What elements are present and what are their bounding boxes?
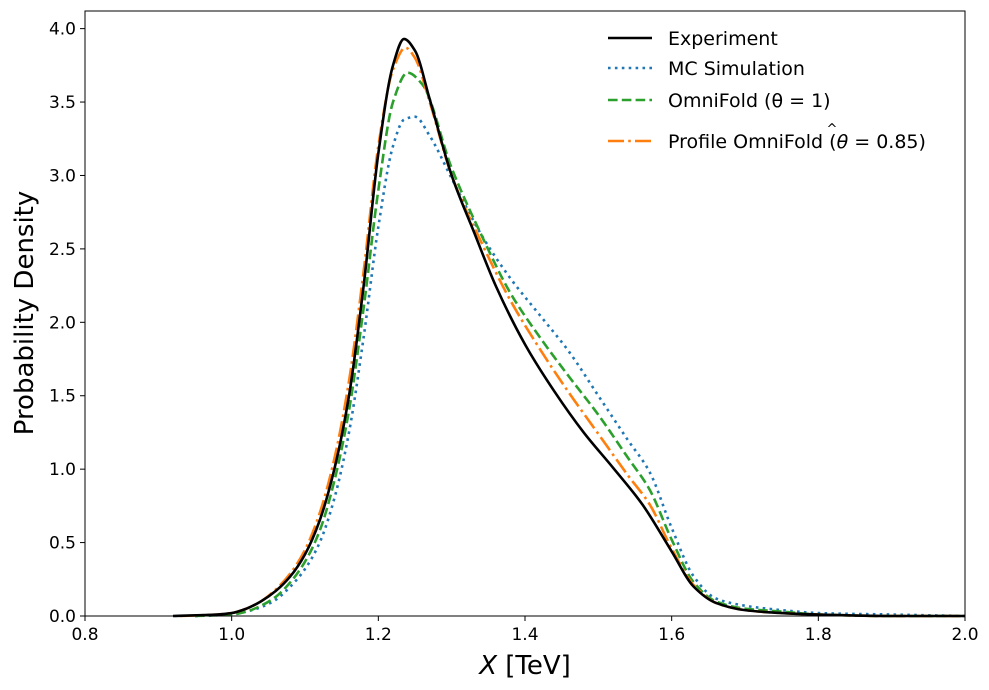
x-tick-label: 1.8 xyxy=(805,625,832,645)
y-axis-ticks: 0.0 0.5 1.0 1.5 2.0 2.5 3.0 3.5 4.0 xyxy=(49,20,85,627)
y-tick-label: 0.5 xyxy=(49,534,76,554)
y-tick-label: 3.5 xyxy=(49,93,76,113)
x-axis-label-variable: X xyxy=(477,651,498,681)
x-tick-label: 1.0 xyxy=(218,625,245,645)
y-tick-label: 1.0 xyxy=(49,460,76,480)
y-tick-label: 4.0 xyxy=(49,20,76,40)
x-axis-label: X [TeV] xyxy=(477,651,571,681)
legend-label-profile-theta: θ xyxy=(837,131,849,153)
y-tick-label: 2.0 xyxy=(49,313,76,333)
legend-label-mc-simulation: MC Simulation xyxy=(668,58,805,80)
series-layer xyxy=(172,37,966,618)
x-tick-label: 1.6 xyxy=(658,625,685,645)
y-axis-label: Probability Density xyxy=(10,191,40,436)
legend-label-profile-suffix: = 0.85) xyxy=(848,131,926,153)
x-tick-label: 1.4 xyxy=(511,625,538,645)
x-tick-label: 1.2 xyxy=(365,625,392,645)
x-axis-ticks: 0.8 1.0 1.2 1.4 1.6 1.8 2.0 xyxy=(71,616,979,645)
y-tick-label: 0.0 xyxy=(49,607,76,627)
y-tick-label: 1.5 xyxy=(49,387,76,407)
legend-theta-hat-mark: ^ xyxy=(827,122,838,137)
legend-label-experiment: Experiment xyxy=(668,28,778,50)
legend-label-profile-prefix: Profile OmniFold ( xyxy=(668,131,837,153)
series-line-omnifold xyxy=(194,71,965,618)
y-tick-label: 2.5 xyxy=(49,240,76,260)
x-tick-label: 2.0 xyxy=(951,625,978,645)
x-tick-label: 0.8 xyxy=(71,625,98,645)
legend-label-profile-omnifold: Profile OmniFold (θ = 0.85) xyxy=(668,131,926,153)
legend-label-omnifold: OmniFold (θ = 1) xyxy=(668,90,831,112)
legend: Experiment MC Simulation OmniFold (θ = 1… xyxy=(608,28,926,153)
series-line-experiment xyxy=(172,37,965,618)
x-axis-label-unit: [TeV] xyxy=(505,651,571,681)
y-tick-label: 3.0 xyxy=(49,166,76,186)
